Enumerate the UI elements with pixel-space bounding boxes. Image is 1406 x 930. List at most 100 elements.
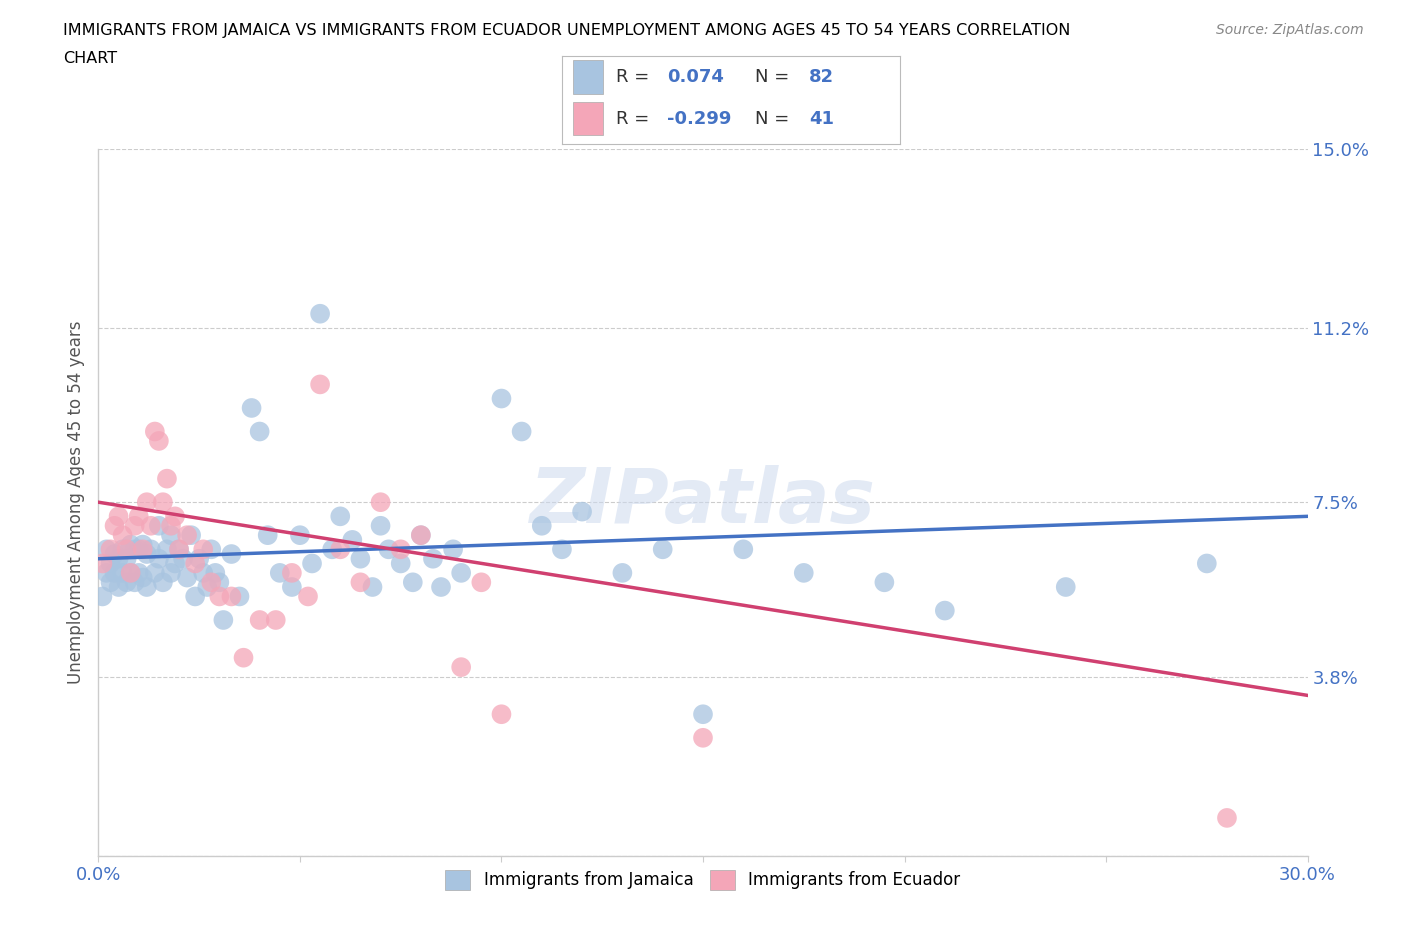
Point [208,589,231,604]
Point [139,518,162,533]
Point [240,401,263,416]
Text: IMMIGRANTS FROM JAMAICA VS IMMIGRANTS FROM ECUADOR UNEMPLOYMENT AMONG AGES 45 TO: IMMIGRANTS FROM JAMAICA VS IMMIGRANTS FR… [63,23,1070,38]
Point [128,542,150,557]
Point [115,551,138,566]
Point [612,565,634,580]
Point [309,306,332,321]
Text: N =: N = [755,110,794,127]
Point [733,542,755,557]
Point [450,659,472,674]
Point [120,565,142,580]
Point [184,589,207,604]
Point [148,433,170,448]
Point [470,575,492,590]
Point [143,424,166,439]
Point [160,518,183,533]
Point [188,551,211,566]
Point [172,551,194,566]
Point [551,542,574,557]
Point [212,613,235,628]
Point [256,527,278,542]
Point [342,533,364,548]
Point [491,707,513,722]
Point [370,495,392,510]
Point [321,542,343,557]
Point [156,542,179,557]
Point [281,579,304,594]
Point [530,518,553,533]
Point [148,518,170,533]
Point [1195,556,1218,571]
Point [692,730,714,745]
Text: 0.074: 0.074 [666,68,724,86]
Point [111,565,134,580]
Point [297,589,319,604]
Text: 41: 41 [808,110,834,127]
Point [107,579,129,594]
Legend: Immigrants from Jamaica, Immigrants from Ecuador: Immigrants from Jamaica, Immigrants from… [439,863,967,897]
Point [873,575,896,590]
Point [208,575,231,590]
Point [143,565,166,580]
Point [349,575,371,590]
Point [200,542,222,557]
Point [264,613,287,628]
Point [135,495,157,510]
Point [195,579,218,594]
Point [329,542,352,557]
Point [176,570,198,585]
Point [124,518,146,533]
FancyBboxPatch shape [572,60,603,94]
Point [132,538,155,552]
Point [163,509,186,524]
Point [96,565,118,580]
Point [309,377,332,392]
Point [176,527,198,542]
Point [128,565,150,580]
Point [349,551,371,566]
Point [107,551,129,566]
Point [103,547,125,562]
Point [228,589,250,604]
Text: ZIPatlas: ZIPatlas [530,465,876,539]
Point [96,542,118,557]
Point [115,575,138,590]
Point [571,504,593,519]
Point [389,556,412,571]
Point [491,392,513,406]
Point [249,613,271,628]
Point [132,542,155,557]
Point [100,556,122,571]
Point [204,565,226,580]
Point [409,527,432,542]
Point [135,547,157,562]
FancyBboxPatch shape [572,101,603,136]
Point [193,542,215,557]
Point [160,565,183,580]
Point [249,424,271,439]
Point [450,565,472,580]
Point [377,542,399,557]
Point [651,542,673,557]
Point [281,565,304,580]
Point [329,509,352,524]
Point [163,556,186,571]
Point [148,551,170,566]
Text: CHART: CHART [63,51,117,66]
Point [107,509,129,524]
Point [111,542,134,557]
Point [288,527,311,542]
Point [200,575,222,590]
Text: Source: ZipAtlas.com: Source: ZipAtlas.com [1216,23,1364,37]
Point [389,542,412,557]
Point [120,565,142,580]
Point [370,518,392,533]
Point [115,542,138,557]
Point [124,575,146,590]
Point [361,579,384,594]
Text: R =: R = [616,68,655,86]
Point [934,604,956,618]
Point [221,547,243,562]
Point [232,650,254,665]
Y-axis label: Unemployment Among Ages 45 to 54 years: Unemployment Among Ages 45 to 54 years [66,321,84,684]
